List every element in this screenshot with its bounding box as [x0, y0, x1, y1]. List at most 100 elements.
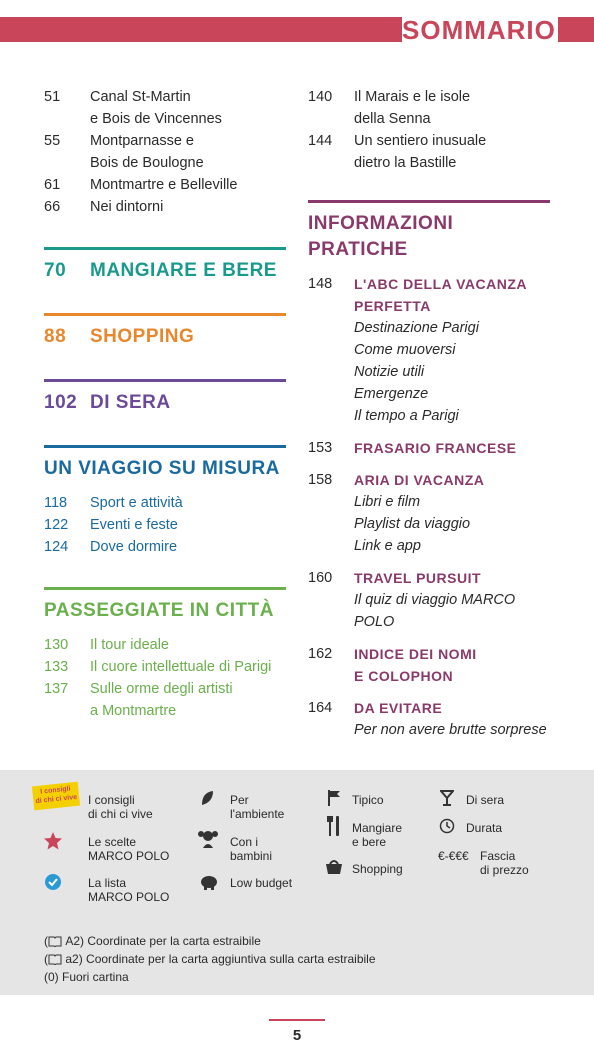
toc-item: 118 Sport e attività — [44, 492, 286, 514]
page-number: 61 — [44, 177, 61, 193]
legend-text: Con i — [230, 835, 259, 849]
section-page: 102 — [44, 392, 78, 413]
page-number: 158 — [308, 472, 333, 488]
item-title: Canal St-Martin e Bois de Vincennes — [90, 86, 222, 130]
entry-heading: ARIA DI VACANZA — [354, 472, 485, 488]
legend-text: Per — [230, 793, 249, 807]
note-text: (0) Fuori cartina — [44, 970, 129, 984]
page-number: 124 — [44, 539, 69, 555]
section: 102 DI SERA — [44, 379, 286, 416]
badge-text: di chi ci vive — [35, 793, 78, 806]
entry-heading: INDICE DEI NOMI — [354, 646, 477, 662]
entry-body: L'ABC DELLA VACANZA PERFETTA Destinazione … — [354, 273, 527, 427]
child-icon — [198, 831, 218, 848]
legend-item: Shopping — [352, 862, 403, 876]
entry-sub: Playlist da viaggio — [354, 516, 471, 532]
toc-entry: 148 L'ABC DELLA VACANZA PERFETTA Destinazio… — [308, 273, 550, 427]
legend-text: MARCO POLO — [88, 849, 170, 863]
section-title: INFORMAZIONI PRATICHE — [308, 213, 454, 260]
legend-item: Le scelte MARCO POLO — [88, 835, 169, 863]
check-icon — [45, 874, 61, 890]
legend-text: La lista — [88, 876, 127, 890]
legend-item: Mangiare e bere — [352, 821, 402, 849]
page-number: 130 — [44, 637, 69, 653]
item-line: Dove dormire — [90, 539, 178, 555]
item-line: Il Marais e le isole — [354, 89, 471, 105]
map-icon — [48, 954, 62, 965]
entry-sub: Il quiz di viaggio MARCO POLO — [354, 592, 516, 630]
section-title: PASSEGGIATE IN CITTÀ — [44, 600, 274, 621]
legend-text: I consigli — [88, 793, 135, 807]
item-title: Montparnasse e Bois de Boulogne — [90, 130, 204, 174]
legend-item: Per l'ambiente — [230, 793, 284, 821]
item-title: Dove dormire — [90, 536, 177, 558]
item-title: Sulle orme degli artisti a Montmartre — [90, 678, 233, 722]
item-line: Montparnasse e — [90, 133, 194, 149]
entry-sub: Destinazione Parigi — [354, 320, 479, 336]
note-text: A2) Coordinate per la carta estraibile — [65, 934, 261, 948]
legend-text: Fascia — [480, 849, 516, 863]
section-heading: INFORMAZIONI PRATICHE — [308, 211, 550, 263]
item-line: Il cuore intellettuale di Parigi — [90, 659, 272, 675]
badge-icon: I consigli di chi ci vive — [31, 781, 81, 811]
toc-item: 122 Eventi e feste — [44, 514, 286, 536]
item-title: Montmartre e Belleville — [90, 174, 237, 196]
item-title: Nei dintorni — [90, 196, 163, 218]
section-heading: UN VIAGGIO SU MISURA — [44, 456, 286, 482]
star-icon — [44, 832, 62, 850]
right-column: 140 Il Marais e le isole della Senna 144 Un … — [308, 86, 550, 741]
legend-item: La lista MARCO POLO — [88, 876, 169, 904]
item-line: Canal St-Martin — [90, 89, 191, 105]
glass-icon — [440, 790, 454, 806]
toc-item: 133 Il cuore intellettuale di Parigi — [44, 656, 286, 678]
item-title: Il Marais e le isole della Senna — [354, 86, 470, 130]
legend-text: €-€€€ — [438, 849, 469, 863]
section: 70 MANGIARE E BERE — [44, 247, 286, 284]
entry-heading: L'ABC DELLA VACANZA — [354, 276, 528, 292]
header-bar — [558, 17, 594, 42]
item-title: Eventi e feste — [90, 514, 178, 536]
flag-icon — [328, 790, 340, 806]
page-number: 122 — [44, 517, 69, 533]
legend-text: Di sera — [466, 793, 505, 807]
page-number: 153 — [308, 440, 333, 456]
toc-entry: 153 FRASARIO FRANCESE — [308, 437, 550, 459]
section: INFORMAZIONI PRATICHE 148 L'ABC DELLA VACA… — [308, 200, 550, 741]
legend-text: Durata — [466, 821, 503, 835]
page-number: 140 — [308, 89, 333, 105]
entry-heading: TRAVEL PURSUIT — [354, 570, 482, 586]
legend-text: Low budget — [230, 876, 293, 890]
page-number: 133 — [44, 659, 69, 675]
legend-text: di chi ci vive — [88, 807, 153, 821]
left-column: 51 Canal St-Martin e Bois de Vincennes 55 Mo… — [44, 86, 286, 722]
toc-item: 130 Il tour ideale — [44, 634, 286, 656]
note-text: a2) Coordinate per la carta aggiuntiva s… — [65, 952, 376, 966]
note: (0) Fuori cartina — [44, 968, 376, 986]
entry-body: ARIA DI VACANZA Libri e film Playlist da v… — [354, 469, 484, 557]
section-heading: 70 MANGIARE E BERE — [44, 258, 286, 284]
legend: I consigli di chi ci vive I consigli di ch… — [0, 770, 594, 995]
entry-sub: Il tempo a Parigi — [354, 408, 459, 424]
item-line: Montmartre e Belleville — [90, 177, 238, 193]
entry-heading: FRASARIO FRANCESE — [354, 440, 517, 456]
toc-item: 140 Il Marais e le isole della Senna — [308, 86, 550, 130]
legend-text: di prezzo — [480, 863, 529, 877]
section: 88 SHOPPING — [44, 313, 286, 350]
legend-text: e bere — [352, 835, 387, 849]
legend-item: I consigli di chi ci vive — [88, 793, 153, 821]
legend-item: Durata — [466, 821, 502, 835]
entry-heading: DA EVITARE — [354, 700, 443, 716]
page-number: 144 — [308, 133, 333, 149]
entry-sub: Libri e film — [354, 494, 421, 510]
toc-item: 66 Nei dintorni — [44, 196, 286, 218]
legend-item: Fascia di prezzo — [480, 849, 529, 877]
legend-item: Tipico — [352, 793, 384, 807]
legend-item: Con i bambini — [230, 835, 272, 863]
item-line: Il tour ideale — [90, 637, 169, 653]
entry-sub: Link e app — [354, 538, 421, 554]
legend-text: Le scelte — [88, 835, 137, 849]
section-heading: PASSEGGIATE IN CITTÀ — [44, 598, 286, 624]
legend-text: Shopping — [352, 862, 403, 876]
entry-body: INDICE DEI NOMI E COLOPHON — [354, 643, 477, 687]
